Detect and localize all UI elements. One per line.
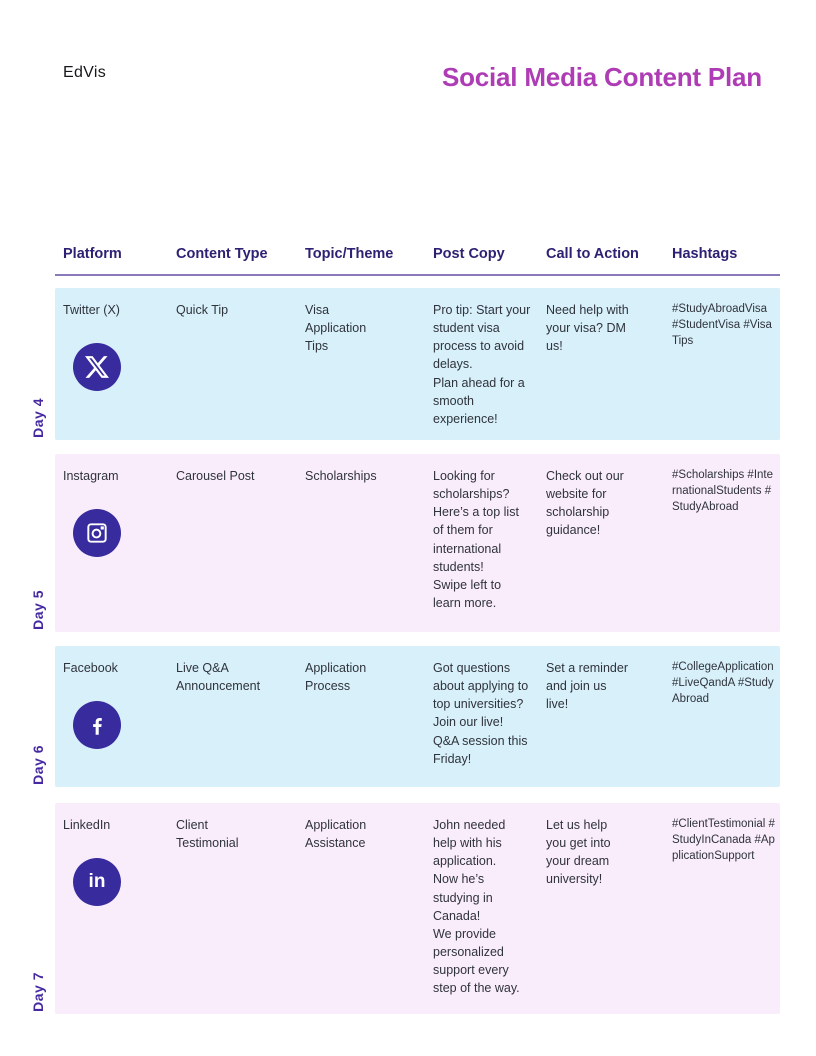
content-type-cell: Quick Tip — [176, 303, 229, 317]
post-copy-cell: Looking for scholarships? Here’s a top l… — [433, 469, 519, 610]
content-type-cell: Client Testimonial — [176, 818, 239, 851]
platform-name: Instagram — [63, 469, 119, 483]
platform-cell: Twitter (X) — [63, 301, 176, 440]
call-to-action-cell: Check out our website for scholarship gu… — [546, 469, 624, 538]
hashtags-cell: #ClientTestimonial #StudyInCanada #Appli… — [672, 818, 775, 863]
post-copy-cell: John needed help with his application. N… — [433, 818, 520, 996]
column-header-post-copy: Post Copy — [433, 246, 505, 262]
day-label: Day 5 — [30, 590, 46, 630]
instagram-icon — [73, 509, 121, 558]
platform-cell: Instagram — [63, 467, 176, 632]
platform-cell: Facebook — [63, 659, 176, 787]
table-header-row: Platform Content Type Topic/Theme Post C… — [55, 246, 780, 276]
twitter-x-icon — [73, 343, 121, 392]
logo-text: EdVis — [63, 64, 107, 81]
platform-name: Twitter (X) — [63, 303, 120, 317]
page-title: Social Media Content Plan — [441, 62, 762, 92]
call-to-action-cell: Need help with your visa? DM us! — [546, 303, 629, 354]
linkedin-glyph: in — [88, 870, 106, 892]
post-copy-cell: Pro tip: Start your student visa process… — [433, 303, 531, 426]
topic-theme-cell: Scholarships — [305, 469, 377, 483]
facebook-icon — [73, 701, 121, 750]
day-label: Day 6 — [30, 745, 46, 785]
call-to-action-cell: Let us help you get into your dream univ… — [546, 818, 611, 887]
day-label: Day 4 — [30, 398, 46, 438]
content-type-cell: Carousel Post — [176, 469, 255, 483]
topic-theme-cell: Visa Application Tips — [305, 303, 367, 354]
table-row-day5: Day 5 Instagram Carousel Post Scholarshi… — [30, 454, 780, 632]
call-to-action-cell: Set a reminder and join us live! — [546, 661, 628, 712]
column-header-hashtags: Hashtags — [672, 246, 738, 262]
day-label: Day 7 — [30, 972, 46, 1012]
platform-name: LinkedIn — [63, 818, 111, 832]
topic-theme-cell: Application Assistance — [305, 818, 367, 851]
table-row-day7: Day 7 LinkedIn in Client Testimonial App… — [30, 803, 780, 1014]
column-header-platform: Platform — [63, 246, 122, 262]
content-type-cell: Live Q&A Announcement — [176, 661, 261, 694]
column-header-content-type: Content Type — [176, 246, 268, 262]
platform-cell: LinkedIn in — [63, 816, 176, 1014]
table-row-day4: Day 4 Twitter (X) Quick Tip Visa Applica… — [30, 288, 780, 440]
hashtags-cell: #StudyAbroadVisa #StudentVisa #VisaTips — [672, 303, 772, 348]
topic-theme-cell: Application Process — [305, 661, 367, 694]
column-header-topic-theme: Topic/Theme — [305, 246, 394, 262]
hashtags-cell: #CollegeApplication #LiveQandA #StudyAbr… — [672, 661, 774, 706]
table-row-day6: Day 6 Facebook Live Q&A Announcement App… — [30, 646, 780, 787]
platform-name: Facebook — [63, 661, 118, 675]
post-copy-cell: Got questions about applying to top univ… — [433, 661, 529, 766]
column-header-call-to-action: Call to Action — [546, 246, 639, 262]
hashtags-cell: #Scholarships #InternationalStudents #St… — [672, 469, 774, 514]
linkedin-icon: in — [73, 858, 121, 907]
